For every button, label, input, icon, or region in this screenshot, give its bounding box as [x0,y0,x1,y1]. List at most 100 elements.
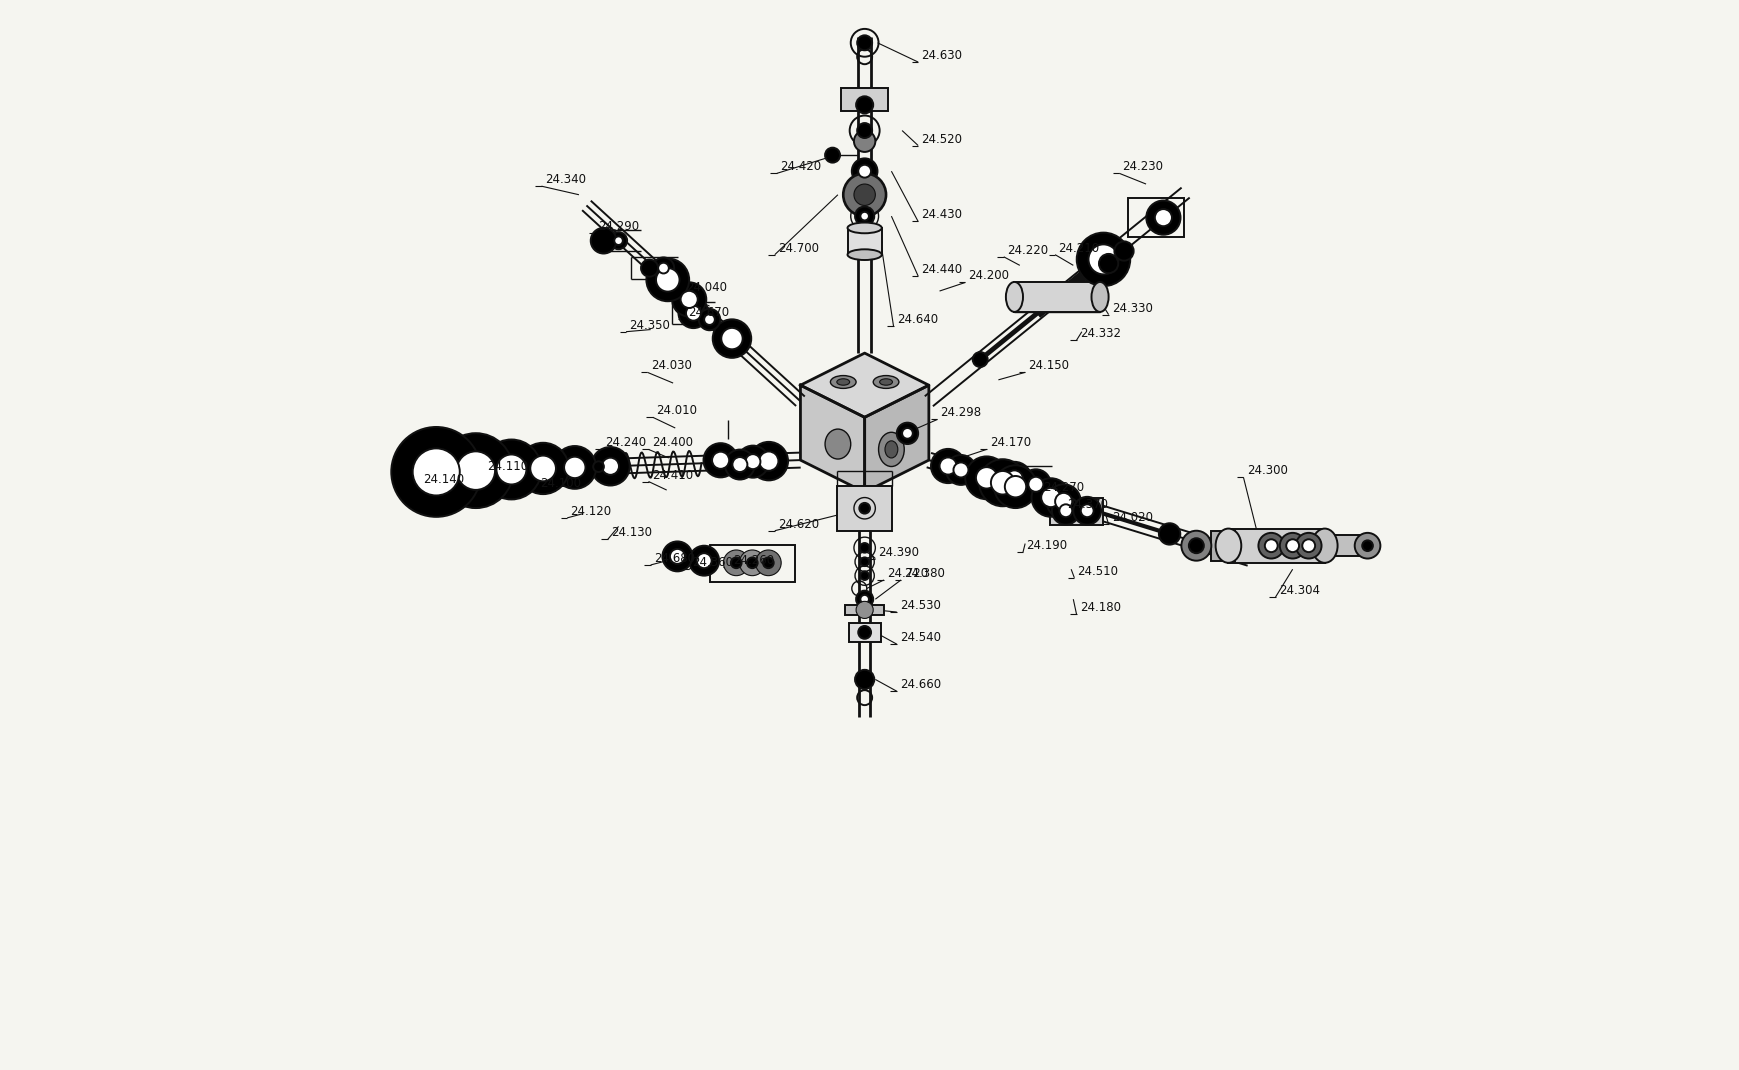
Circle shape [857,626,871,639]
Circle shape [1355,533,1379,559]
Text: 24.330: 24.330 [1111,302,1151,315]
Circle shape [859,571,868,580]
Bar [1323,535,1362,556]
Circle shape [859,503,870,514]
Text: 24.510: 24.510 [1076,565,1118,578]
Text: 24.660: 24.660 [899,678,941,691]
Circle shape [750,442,788,480]
Circle shape [854,670,873,689]
Text: 24.190: 24.190 [1026,539,1066,552]
Circle shape [1158,523,1179,545]
Text: 24.700: 24.700 [777,242,819,255]
Circle shape [746,557,756,568]
Circle shape [859,595,868,603]
Circle shape [685,306,701,321]
Circle shape [678,299,708,328]
Ellipse shape [830,376,856,388]
Circle shape [857,35,871,50]
Circle shape [857,123,871,138]
Text: 24.290: 24.290 [598,220,638,233]
Text: 24.170: 24.170 [989,437,1031,449]
Circle shape [696,553,711,568]
Ellipse shape [885,441,897,458]
Circle shape [699,309,720,331]
Text: 24.420: 24.420 [779,160,821,173]
Circle shape [1362,540,1372,551]
Circle shape [1285,539,1299,552]
Bar [710,545,795,582]
Ellipse shape [880,379,892,385]
Circle shape [670,549,685,564]
Circle shape [516,443,569,494]
Circle shape [993,465,1036,508]
Circle shape [965,457,1007,500]
Circle shape [1146,200,1179,234]
Ellipse shape [878,432,904,467]
Circle shape [723,550,750,576]
Text: 24.680: 24.680 [654,552,694,565]
Text: 24.270: 24.270 [1043,482,1083,494]
Text: 24.110: 24.110 [487,460,527,473]
Circle shape [852,158,876,184]
Circle shape [976,468,996,489]
Text: 24.230: 24.230 [1122,160,1163,173]
Circle shape [857,165,871,178]
Circle shape [1005,471,1023,488]
Ellipse shape [1311,529,1337,563]
Circle shape [593,461,603,472]
Polygon shape [800,385,864,492]
Text: 24.410: 24.410 [652,469,692,482]
Circle shape [640,260,657,277]
Circle shape [739,550,765,576]
Circle shape [663,541,692,571]
Circle shape [1073,496,1101,524]
Circle shape [758,452,777,471]
Circle shape [859,544,870,553]
Circle shape [1045,485,1080,519]
Text: 24.630: 24.630 [922,49,962,62]
Circle shape [989,471,1014,494]
Text: 24.120: 24.120 [570,505,610,518]
Circle shape [1296,533,1322,559]
Bar [840,88,887,111]
Circle shape [979,459,1026,506]
Circle shape [1076,232,1130,286]
Text: 24.220: 24.220 [1007,244,1047,257]
Circle shape [824,148,840,163]
Text: 24.540: 24.540 [899,631,941,644]
Circle shape [843,173,885,216]
Circle shape [1257,533,1283,559]
Text: 24.040: 24.040 [685,281,727,294]
Circle shape [854,207,873,226]
Ellipse shape [836,379,849,385]
Circle shape [737,445,769,477]
Circle shape [1113,242,1134,261]
Text: 24.100: 24.100 [541,477,581,490]
Text: 24.200: 24.200 [969,270,1009,282]
Circle shape [412,448,459,495]
Text: 24.670: 24.670 [687,306,729,319]
Text: 24.380: 24.380 [904,567,944,580]
Text: 24.150: 24.150 [1028,360,1069,372]
Circle shape [652,258,673,279]
Bar [1049,498,1103,524]
Circle shape [1054,493,1071,510]
Circle shape [602,458,619,475]
Circle shape [856,96,873,113]
Circle shape [732,457,748,472]
Ellipse shape [847,249,882,260]
Ellipse shape [847,223,882,233]
Circle shape [657,263,668,274]
Circle shape [744,454,760,469]
Circle shape [946,455,976,485]
Circle shape [901,428,913,439]
Circle shape [859,212,868,220]
Circle shape [689,546,718,576]
Text: 24.530: 24.530 [899,599,941,612]
Text: 24.640: 24.640 [896,314,937,326]
Text: 24.390: 24.390 [878,546,918,559]
Circle shape [1028,477,1043,492]
Circle shape [391,427,482,517]
Text: 24.298: 24.298 [941,407,981,419]
Circle shape [703,443,737,477]
